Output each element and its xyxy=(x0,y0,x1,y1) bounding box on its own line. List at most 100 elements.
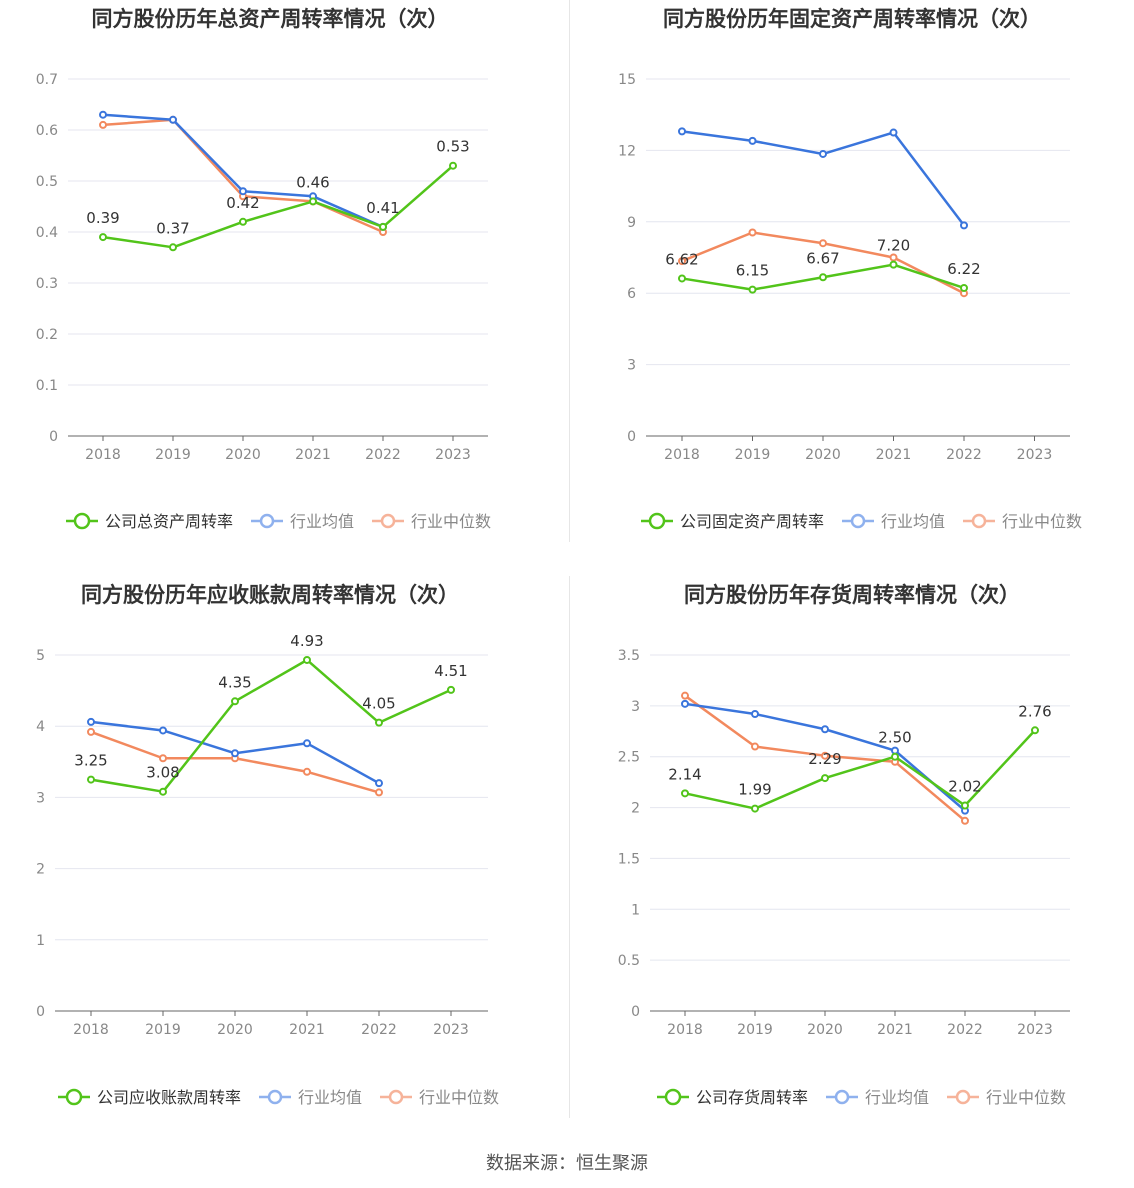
chart-panel-1: 同方股份历年总资产周转率情况（次） 0 0.1 0.2 0.3 0.4 0.5 0.6 0.7 2… xyxy=(36,7,491,531)
y-tick-label: 0.4 xyxy=(36,225,58,241)
legend-swatch-marker xyxy=(73,512,91,530)
legend-label: 行业均值 xyxy=(298,1088,362,1107)
data-point xyxy=(87,727,95,736)
chart-panel-4: 同方股份历年存货周转率情况（次） 0 0.5 1 1.5 2 2.5 3 3.5 2018 2019… xyxy=(618,583,1070,1107)
data-label: 6.67 xyxy=(806,249,839,267)
data-point xyxy=(231,749,239,758)
data-point xyxy=(889,260,898,269)
y-tick-label: 2 xyxy=(36,862,45,878)
data-label: 0.53 xyxy=(436,138,469,156)
data-point xyxy=(159,726,167,735)
data-point xyxy=(449,161,457,170)
data-label: 4.93 xyxy=(290,632,323,650)
data-point xyxy=(379,222,387,231)
x-tick-label: 2021 xyxy=(877,1022,913,1038)
y-tick-label: 2 xyxy=(631,801,640,817)
x-tick-label: 2018 xyxy=(664,447,700,463)
x-tick-label: 2022 xyxy=(946,447,982,463)
series-line-1 xyxy=(90,658,452,793)
y-tick-label: 0 xyxy=(49,429,58,445)
data-label: 0.39 xyxy=(86,209,119,227)
data-label: 0.46 xyxy=(296,173,329,191)
x-tick-label: 2020 xyxy=(805,447,841,463)
data-label: 3.25 xyxy=(74,752,107,770)
chart-panel-2: 同方股份历年固定资产周转率情况（次） 0 3 6 9 12 15 2018 2019 2020 20… xyxy=(618,7,1082,531)
legend-label: 行业均值 xyxy=(865,1088,929,1107)
data-point xyxy=(99,120,107,129)
legend-label: 公司固定资产周转率 xyxy=(680,512,824,531)
data-label: 0.41 xyxy=(366,199,399,217)
x-tick-label: 2023 xyxy=(1017,1022,1053,1038)
data-point xyxy=(748,136,757,145)
y-tick-label: 0.6 xyxy=(36,123,58,139)
y-tick-label: 12 xyxy=(618,143,636,159)
data-point xyxy=(821,725,829,734)
data-point xyxy=(681,699,689,708)
data-label: 6.62 xyxy=(665,250,698,268)
data-label: 1.99 xyxy=(738,781,771,799)
data-point xyxy=(447,685,455,694)
x-tick-label: 2019 xyxy=(145,1022,181,1038)
legend-swatch-marker xyxy=(65,1088,83,1106)
x-tick-label: 2022 xyxy=(361,1022,397,1038)
data-point xyxy=(961,816,969,825)
y-tick-label: 1 xyxy=(631,902,640,918)
data-point xyxy=(1031,726,1039,735)
legend-swatch-marker xyxy=(850,513,866,529)
legend-label: 公司总资产周转率 xyxy=(105,512,233,531)
data-point xyxy=(678,257,686,266)
vertical-divider-bottom xyxy=(569,576,570,1118)
y-tick-label: 2.5 xyxy=(618,750,640,766)
y-tick-label: 3 xyxy=(631,699,640,715)
data-point xyxy=(169,243,177,252)
data-point xyxy=(303,655,311,664)
y-tick-label: 0.5 xyxy=(36,174,58,190)
legend-swatch-marker xyxy=(259,513,275,529)
data-point xyxy=(821,751,829,760)
data-point xyxy=(751,709,759,718)
data-label: 2.14 xyxy=(668,765,701,783)
x-tick-label: 2018 xyxy=(85,447,121,463)
data-point xyxy=(960,283,968,292)
y-tick-label: 0.3 xyxy=(36,276,58,292)
y-tick-label: 0 xyxy=(36,1004,45,1020)
data-point xyxy=(961,801,969,810)
y-tick-label: 0 xyxy=(627,429,636,445)
data-point xyxy=(819,273,827,282)
data-point xyxy=(375,718,383,727)
legend-swatch-marker xyxy=(971,513,987,529)
legend-label: 行业中位数 xyxy=(1002,512,1082,531)
legend-label: 行业中位数 xyxy=(411,512,491,531)
data-point xyxy=(231,697,239,706)
data-point xyxy=(891,746,899,755)
y-tick-label: 1 xyxy=(36,933,45,949)
x-tick-label: 2022 xyxy=(947,1022,983,1038)
legend-swatch-marker xyxy=(388,1089,404,1105)
x-tick-label: 2019 xyxy=(155,447,191,463)
data-label: 6.15 xyxy=(736,262,769,280)
data-point xyxy=(751,742,759,751)
y-tick-label: 3.5 xyxy=(618,648,640,664)
legend-swatch-marker xyxy=(267,1089,283,1105)
legend-label: 行业均值 xyxy=(290,512,354,531)
x-tick-label: 2023 xyxy=(435,447,471,463)
data-point xyxy=(169,115,177,124)
data-point xyxy=(819,149,827,158)
y-tick-label: 6 xyxy=(627,286,636,302)
legend-swatch-marker xyxy=(664,1088,682,1106)
data-label: 0.42 xyxy=(226,194,259,212)
data-label: 2.76 xyxy=(1018,702,1051,720)
x-tick-label: 2020 xyxy=(225,447,261,463)
data-label: 2.50 xyxy=(878,729,911,747)
legend-label: 公司存货周转率 xyxy=(696,1088,808,1107)
x-tick-label: 2019 xyxy=(735,447,771,463)
y-tick-label: 0.2 xyxy=(36,327,58,343)
vertical-divider-top xyxy=(569,0,570,542)
data-label: 2.02 xyxy=(948,778,981,796)
y-tick-label: 3 xyxy=(627,358,636,374)
data-point xyxy=(239,217,247,226)
chart-title: 同方股份历年固定资产周转率情况（次） xyxy=(663,7,1041,31)
legend-label: 行业中位数 xyxy=(419,1088,499,1107)
x-tick-label: 2018 xyxy=(667,1022,703,1038)
